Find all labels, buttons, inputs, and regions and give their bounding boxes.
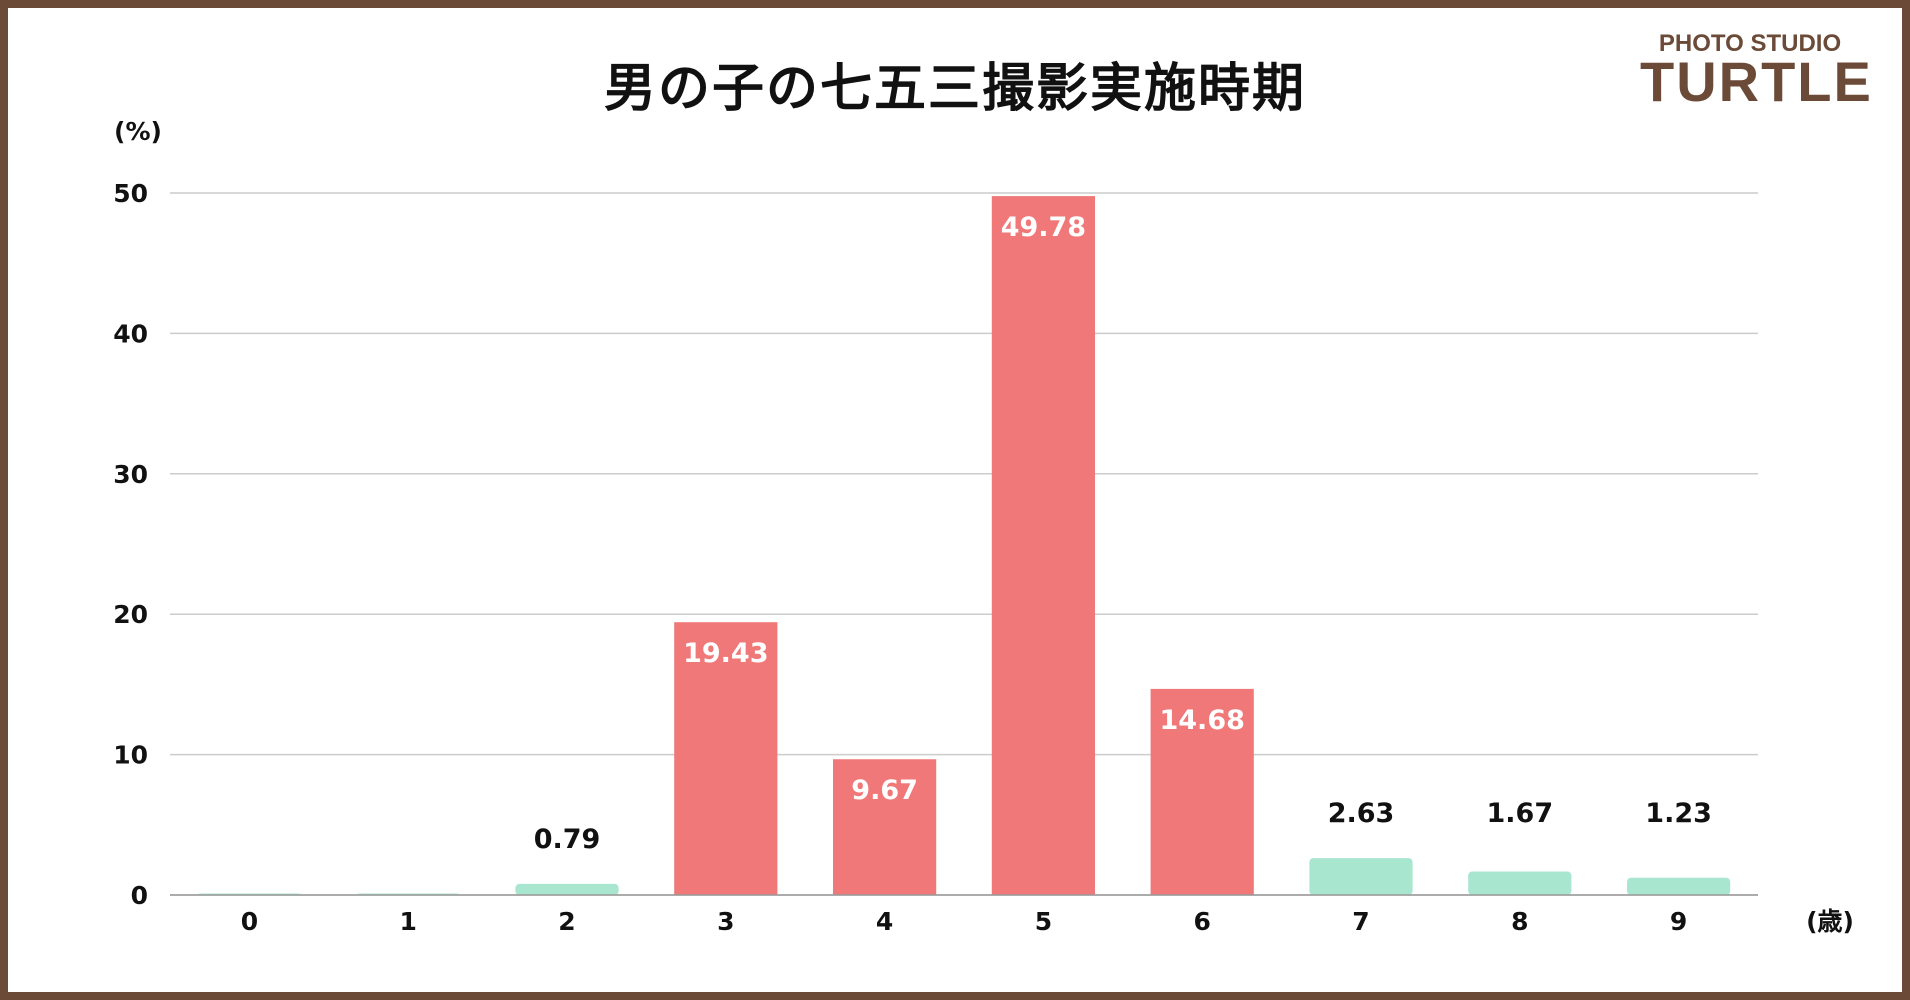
data-label: 1.67 — [1486, 798, 1553, 829]
y-tick-label: 40 — [113, 319, 148, 348]
y-tick-label: 30 — [113, 460, 148, 489]
bar-3 — [674, 622, 778, 895]
gridlines — [170, 192, 1758, 896]
data-label: 49.78 — [1001, 212, 1086, 243]
bars — [197, 196, 1731, 895]
x-axis-unit-label: (歳) — [1806, 907, 1854, 936]
x-tick-label: 7 — [1352, 907, 1369, 936]
logo-subtitle: PHOTO STUDIO — [1658, 30, 1842, 57]
bar-9 — [1626, 877, 1731, 895]
x-tick-label: 4 — [876, 907, 893, 936]
data-label: 2.63 — [1328, 798, 1395, 829]
bar-4 — [832, 759, 937, 895]
x-tick-label: 0 — [241, 907, 258, 936]
y-tick-label: 50 — [113, 179, 148, 208]
bar-6 — [1150, 688, 1254, 895]
bar-5 — [991, 196, 1096, 895]
y-axis-ticks: 0 10 20 30 40 50 — [113, 179, 148, 910]
x-tick-label: 8 — [1511, 907, 1528, 936]
y-axis-unit-label: (%) — [114, 117, 162, 146]
y-tick-label: 10 — [113, 741, 148, 770]
data-label: 0.79 — [534, 824, 601, 855]
data-label: 19.43 — [683, 638, 768, 669]
data-label: 1.23 — [1645, 798, 1712, 829]
chart-title: 男の子の七五三撮影実施時期 — [603, 59, 1306, 119]
x-tick-label: 3 — [717, 907, 734, 936]
x-tick-label: 9 — [1670, 907, 1687, 936]
y-tick-label: 0 — [131, 881, 148, 910]
data-label: 14.68 — [1159, 705, 1244, 736]
data-labels: 0.79 19.43 9.67 49.78 14.68 2.63 1.67 1.23 — [534, 212, 1712, 855]
x-tick-label: 5 — [1035, 907, 1052, 936]
data-label: 9.67 — [851, 775, 918, 806]
bar-7 — [1309, 858, 1413, 895]
bar-8 — [1468, 871, 1572, 895]
logo-wordmark: TURTLE — [1640, 50, 1873, 113]
studio-logo: PHOTO STUDIO TURTLE — [1640, 30, 1873, 113]
x-axis-ticks: 0 1 2 3 4 5 6 7 8 9 — [241, 907, 1688, 936]
x-tick-label: 2 — [558, 907, 575, 936]
x-tick-label: 6 — [1193, 907, 1210, 936]
bar-2 — [515, 883, 619, 895]
y-tick-label: 20 — [113, 600, 148, 629]
x-tick-label: 1 — [399, 907, 416, 936]
